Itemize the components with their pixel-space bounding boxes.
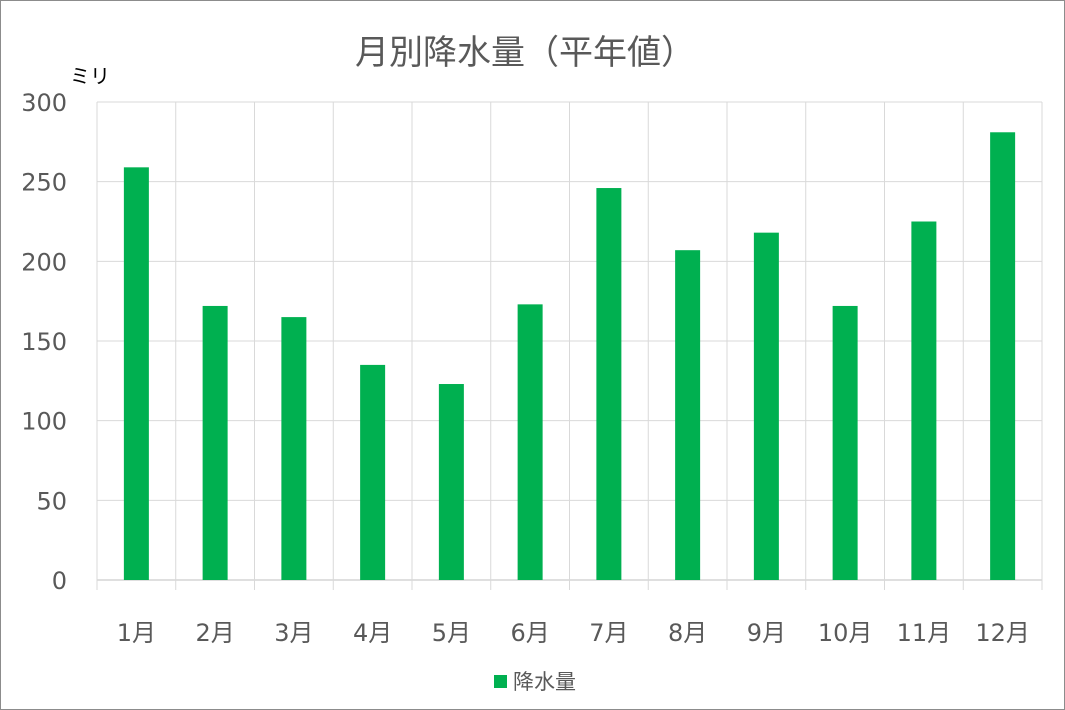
bar [596, 188, 622, 581]
x-tick-label: 10月 [818, 619, 873, 647]
bar [675, 250, 701, 580]
bar [911, 221, 937, 580]
x-tick-label: 11月 [897, 619, 952, 647]
x-tick-label: 4月 [353, 619, 392, 647]
y-tick-label: 50 [36, 487, 67, 515]
chart-title: 月別降水量（平年値） [355, 33, 695, 73]
bar [990, 132, 1016, 581]
gridlines [96, 101, 1043, 590]
x-tick-label: 6月 [510, 619, 549, 647]
x-tick-label: 1月 [117, 619, 156, 647]
x-axis-ticks: 1月 2月 3月 4月 5月 6月 7月 8月 9月 10月 11月 12月 [117, 619, 1030, 647]
y-axis-unit-label: ミリ [70, 64, 110, 88]
x-tick-label: 12月 [975, 619, 1030, 647]
y-tick-label: 150 [21, 328, 67, 356]
legend: 降水量 [494, 670, 576, 694]
bar [832, 305, 858, 580]
x-tick-label: 7月 [589, 619, 628, 647]
y-tick-label: 0 [52, 567, 67, 595]
y-tick-label: 100 [21, 408, 67, 436]
y-tick-label: 200 [21, 248, 67, 276]
bar [123, 167, 149, 580]
x-tick-label: 3月 [274, 619, 313, 647]
x-tick-label: 5月 [432, 619, 471, 647]
bar [438, 384, 464, 580]
x-tick-label: 8月 [668, 619, 707, 647]
bar [360, 364, 386, 580]
bar [753, 232, 779, 581]
legend-swatch [494, 675, 507, 688]
y-tick-label: 300 [21, 89, 67, 117]
x-tick-label: 9月 [747, 619, 786, 647]
bar [281, 317, 307, 580]
y-axis-ticks: 0 50 100 150 200 250 300 [21, 89, 67, 595]
bars [123, 132, 1016, 581]
legend-label: 降水量 [513, 670, 576, 694]
x-tick-label: 2月 [195, 619, 234, 647]
bar [202, 305, 228, 580]
bar [517, 304, 543, 580]
y-tick-label: 250 [21, 169, 67, 197]
